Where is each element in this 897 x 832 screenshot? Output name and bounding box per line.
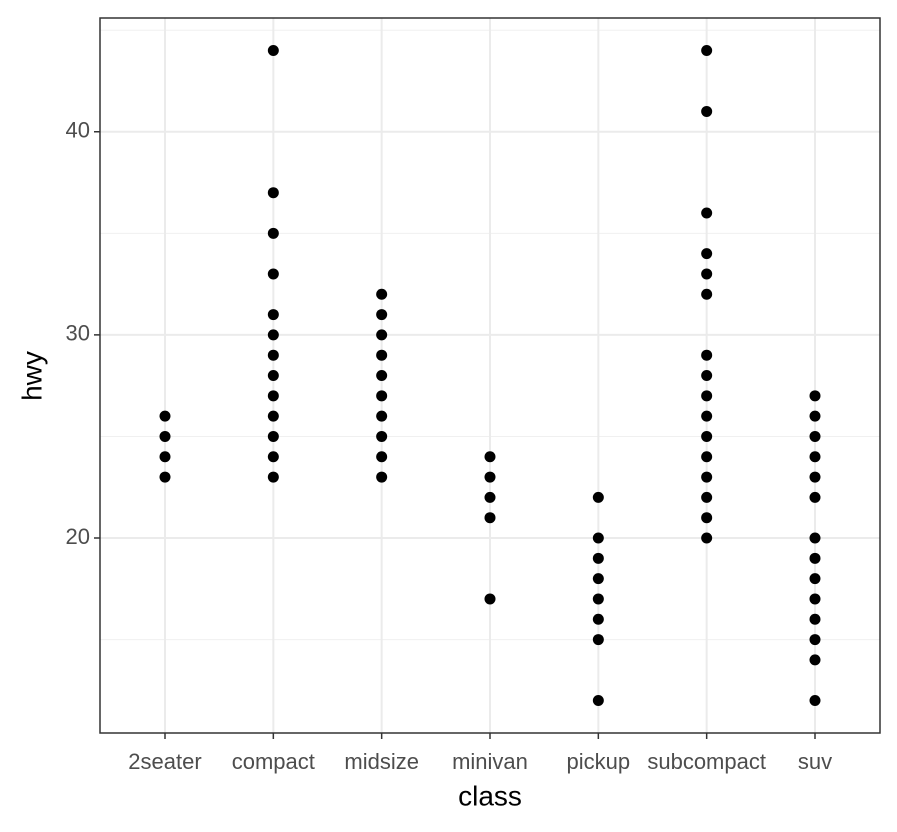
point: [592, 695, 604, 706]
point: [592, 613, 604, 625]
point: [159, 430, 171, 442]
point: [809, 471, 821, 483]
x-tick-label: pickup: [567, 749, 631, 774]
x-tick-label: suv: [798, 749, 832, 774]
point: [267, 390, 279, 402]
x-tick-label: compact: [232, 749, 315, 774]
point: [592, 593, 604, 605]
point: [809, 654, 821, 666]
point: [484, 593, 496, 605]
point: [701, 105, 713, 117]
point: [701, 288, 713, 300]
point: [267, 187, 279, 199]
y-axis-title: hwy: [16, 351, 47, 401]
point: [809, 451, 821, 463]
point: [592, 491, 604, 503]
point: [701, 390, 713, 402]
point: [267, 227, 279, 239]
point: [159, 451, 171, 463]
point: [484, 491, 496, 503]
point: [376, 370, 388, 381]
point: [159, 410, 171, 422]
point: [592, 532, 604, 544]
point: [484, 471, 496, 483]
point: [592, 552, 604, 564]
x-tick-label: midsize: [344, 749, 419, 774]
point: [267, 451, 279, 463]
point: [376, 329, 388, 341]
point: [376, 390, 388, 402]
point: [159, 471, 171, 483]
point: [809, 695, 821, 706]
point: [701, 430, 713, 442]
point: [809, 573, 821, 585]
point: [376, 309, 388, 321]
x-tick-label: minivan: [452, 749, 528, 774]
point: [809, 593, 821, 605]
point: [376, 410, 388, 422]
point: [376, 288, 388, 300]
x-tick-label: 2seater: [128, 749, 201, 774]
point: [809, 491, 821, 503]
y-tick-label: 30: [66, 321, 90, 346]
point: [809, 634, 821, 646]
point: [267, 471, 279, 483]
point: [267, 45, 279, 56]
point: [701, 370, 713, 381]
point: [809, 532, 821, 544]
point: [267, 349, 279, 361]
point: [701, 207, 713, 219]
point: [809, 613, 821, 625]
point: [267, 268, 279, 280]
point: [376, 349, 388, 361]
point: [701, 248, 713, 260]
point: [809, 430, 821, 442]
point: [592, 573, 604, 585]
point: [701, 45, 713, 56]
point: [809, 552, 821, 564]
point: [484, 512, 496, 524]
point: [376, 471, 388, 483]
point: [809, 410, 821, 422]
point: [701, 512, 713, 524]
point: [809, 390, 821, 402]
point: [267, 370, 279, 381]
y-tick-label: 40: [66, 118, 90, 143]
x-axis-title: class: [458, 780, 522, 811]
point: [267, 309, 279, 321]
point: [701, 491, 713, 503]
point: [267, 410, 279, 422]
x-tick-label: subcompact: [647, 749, 766, 774]
point: [701, 268, 713, 280]
point: [267, 430, 279, 442]
point: [701, 349, 713, 361]
point: [701, 532, 713, 544]
y-tick-label: 20: [66, 524, 90, 549]
point: [484, 451, 496, 463]
point: [592, 634, 604, 646]
point: [376, 451, 388, 463]
point: [701, 451, 713, 463]
point: [376, 430, 388, 442]
point: [701, 471, 713, 483]
panel-border: [99, 17, 881, 734]
point: [267, 329, 279, 341]
point: [701, 410, 713, 422]
